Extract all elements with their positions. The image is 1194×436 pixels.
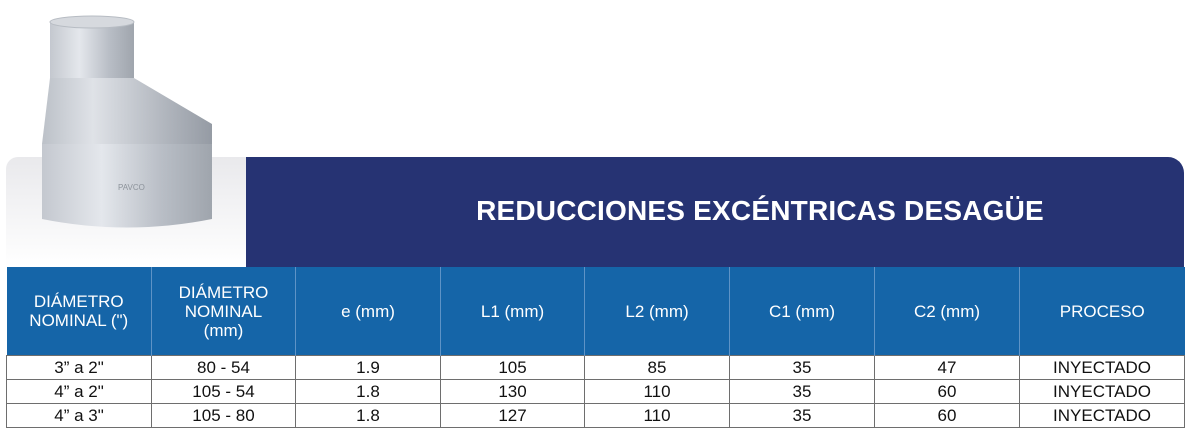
cell-diametro-in: 3” a 2" [6, 355, 152, 380]
page-title: REDUCCIONES EXCÉNTRICAS DESAGÜE [476, 195, 1044, 226]
cell-l2: 110 [584, 379, 730, 404]
cell-c2: 60 [874, 379, 1020, 404]
cell-c1: 35 [729, 379, 875, 404]
cell-e: 1.9 [295, 355, 441, 380]
header-l2: L2 (mm) [584, 267, 730, 356]
header-e: e (mm) [295, 267, 441, 356]
cell-proceso: INYECTADO [1019, 355, 1185, 380]
brand-mark: PAVCO [118, 183, 145, 192]
cell-l2: 110 [584, 403, 730, 428]
cell-l1: 127 [440, 403, 585, 428]
pipe-reducer-image: PAVCO [42, 15, 212, 228]
cell-l2: 85 [584, 355, 730, 380]
title-banner: REDUCCIONES EXCÉNTRICAS DESAGÜE [246, 157, 1184, 267]
cell-c1: 35 [729, 403, 875, 428]
spec-table: DIÁMETRO NOMINAL (") DIÁMETRO NOMINAL (m… [6, 267, 1185, 428]
cell-proceso: INYECTADO [1019, 403, 1185, 428]
cell-c2: 47 [874, 355, 1020, 380]
cell-c1: 35 [729, 355, 875, 380]
table-header-row: DIÁMETRO NOMINAL (") DIÁMETRO NOMINAL (m… [6, 267, 1185, 356]
header-diametro-nominal-mm: DIÁMETRO NOMINAL (mm) [151, 267, 296, 356]
header-c1: C1 (mm) [729, 267, 875, 356]
cell-diametro-mm: 105 - 80 [151, 403, 296, 428]
table-row: 4” a 3" 105 - 80 1.8 127 110 35 60 INYEC… [6, 403, 1185, 428]
cell-e: 1.8 [295, 379, 441, 404]
cell-c2: 60 [874, 403, 1020, 428]
table-row: 3” a 2" 80 - 54 1.9 105 85 35 47 INYECTA… [6, 355, 1185, 380]
cell-diametro-mm: 80 - 54 [151, 355, 296, 380]
cell-e: 1.8 [295, 403, 441, 428]
cell-diametro-in: 4” a 3" [6, 403, 152, 428]
header-c2: C2 (mm) [874, 267, 1020, 356]
cell-l1: 105 [440, 355, 585, 380]
header-l1: L1 (mm) [440, 267, 585, 356]
header-proceso: PROCESO [1019, 267, 1185, 356]
cell-l1: 130 [440, 379, 585, 404]
table-row: 4” a 2" 105 - 54 1.8 130 110 35 60 INYEC… [6, 379, 1185, 404]
cell-diametro-mm: 105 - 54 [151, 379, 296, 404]
cell-proceso: INYECTADO [1019, 379, 1185, 404]
header-diametro-nominal-in: DIÁMETRO NOMINAL (") [6, 267, 152, 356]
cell-diametro-in: 4” a 2" [6, 379, 152, 404]
